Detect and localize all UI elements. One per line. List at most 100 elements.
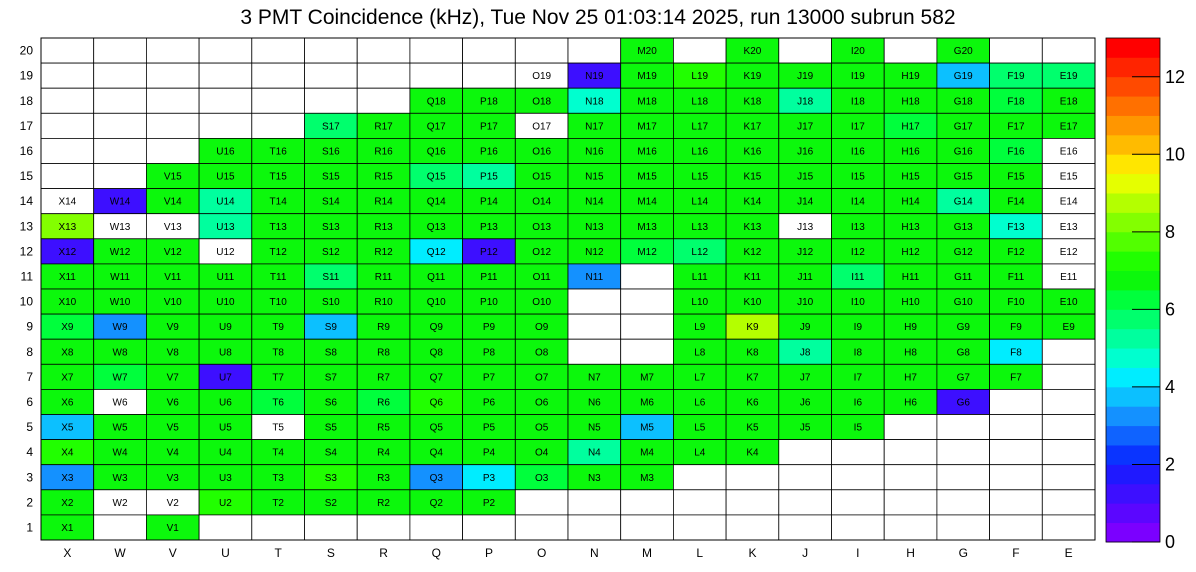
cell-label: V2 <box>167 498 180 509</box>
cell-label: P5 <box>483 423 496 434</box>
heatmap-cell <box>725 464 780 491</box>
cell-label: W13 <box>110 222 131 233</box>
color-scale-band <box>1106 348 1160 368</box>
heatmap-cell <box>93 62 147 89</box>
cell-label: P11 <box>480 272 497 283</box>
cell-label: I11 <box>851 272 865 283</box>
cell-label: K19 <box>744 71 762 82</box>
cell-label: K5 <box>746 423 759 434</box>
cell-label: I15 <box>851 172 865 183</box>
heatmap-cell <box>989 37 1043 64</box>
heatmap-cell <box>462 238 516 265</box>
color-scale-band <box>1106 154 1160 175</box>
cell-label: U2 <box>219 498 232 509</box>
cell-label: W2 <box>113 498 128 509</box>
color-scale-band <box>1106 134 1160 155</box>
cell-label: R5 <box>377 423 390 434</box>
heatmap-cell <box>567 188 622 215</box>
cell-label: O8 <box>535 347 549 358</box>
cell-label: S2 <box>325 498 338 509</box>
heatmap-cell <box>725 363 780 390</box>
heatmap-cell <box>93 213 147 240</box>
cell-label: I20 <box>851 46 865 57</box>
heatmap-cell <box>304 37 358 64</box>
heatmap-cell <box>989 62 1043 89</box>
cell-label: P16 <box>480 146 498 157</box>
cell-label: V1 <box>167 523 180 534</box>
cell-label: P14 <box>480 197 498 208</box>
cell-label: Q8 <box>430 347 444 358</box>
heatmap-cell <box>93 37 147 64</box>
cell-label: R3 <box>377 473 390 484</box>
heatmap-cell <box>567 137 622 164</box>
heatmap-cell <box>356 163 411 190</box>
heatmap-cell <box>936 87 991 114</box>
heatmap-cell <box>778 238 832 265</box>
cell-label: X4 <box>61 448 74 459</box>
cell-label: K17 <box>744 121 762 132</box>
x-tick-label: X <box>63 546 71 560</box>
heatmap-cell <box>462 338 516 365</box>
cell-label: G20 <box>954 46 973 57</box>
cell-label: S11 <box>322 272 339 283</box>
cell-label: S8 <box>325 347 338 358</box>
cell-label: O10 <box>532 297 551 308</box>
cell-label: Q6 <box>430 397 444 408</box>
cell-label: E9 <box>1063 322 1076 333</box>
cell-label: U12 <box>216 247 235 258</box>
cell-label: P10 <box>480 297 498 308</box>
heatmap-cell <box>198 188 253 215</box>
cell-label: F14 <box>1007 197 1025 208</box>
cell-label: O17 <box>532 121 551 132</box>
cell-label: P3 <box>483 473 496 484</box>
cell-label: Q2 <box>430 498 444 509</box>
heatmap-cell <box>198 338 253 365</box>
heatmap-cell <box>936 464 991 491</box>
cell-label: P4 <box>483 448 496 459</box>
heatmap-cell <box>356 464 411 491</box>
heatmap-cell <box>989 439 1043 466</box>
heatmap-cell <box>409 238 463 265</box>
x-tick-label: S <box>327 546 335 560</box>
heatmap-cell <box>93 388 147 415</box>
heatmap-cell <box>514 288 569 315</box>
heatmap-cell <box>514 489 569 516</box>
cell-label: N11 <box>586 272 604 283</box>
heatmap-cell <box>883 439 938 466</box>
heatmap-cell <box>145 238 200 265</box>
heatmap-cell <box>514 363 569 390</box>
heatmap-cell <box>620 137 674 164</box>
heatmap-cell <box>725 514 780 541</box>
heatmap-cell <box>778 87 832 114</box>
heatmap-cell <box>462 388 516 415</box>
cell-label: I12 <box>851 247 865 258</box>
color-scale-tick-label: 0 <box>1165 532 1175 552</box>
heatmap-cell <box>883 388 938 415</box>
cell-label: S13 <box>322 222 340 233</box>
cell-label: N3 <box>588 473 601 484</box>
cell-label: V5 <box>167 423 180 434</box>
heatmap-cell <box>778 213 832 240</box>
y-tick-label: 18 <box>20 94 34 108</box>
cell-label: Q7 <box>430 372 444 383</box>
cell-label: H12 <box>901 247 920 258</box>
heatmap-cell <box>725 489 780 516</box>
heatmap-cell <box>567 414 622 441</box>
color-scale-tick-label: 8 <box>1165 222 1175 242</box>
heatmap-cell <box>936 414 991 441</box>
color-scale-band <box>1106 231 1160 252</box>
heatmap-cell <box>567 238 622 265</box>
cell-label: V9 <box>167 322 180 333</box>
heatmap-cell <box>936 388 991 415</box>
cell-label: V11 <box>164 272 181 283</box>
cell-label: P18 <box>480 96 498 107</box>
heatmap-cell <box>567 439 622 466</box>
cell-label: E13 <box>1060 222 1078 233</box>
heatmap-cell <box>462 363 516 390</box>
cell-label: X11 <box>59 272 76 283</box>
heatmap-cell <box>778 439 832 466</box>
heatmap-cell <box>514 112 569 139</box>
cell-label: K7 <box>746 372 759 383</box>
heatmap-cell <box>567 338 622 365</box>
heatmap-cell <box>620 163 674 190</box>
